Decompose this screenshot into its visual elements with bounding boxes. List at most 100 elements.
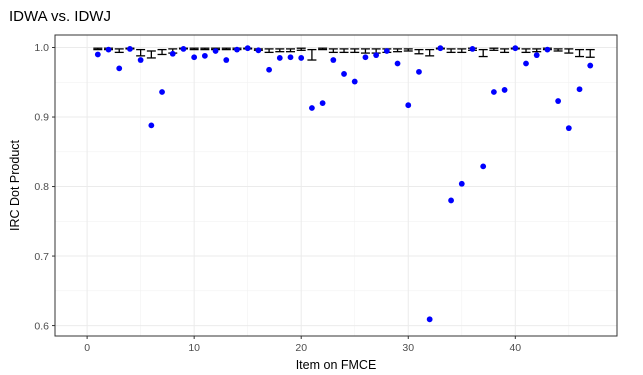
- errorbar: [393, 48, 403, 53]
- data-point: [469, 46, 476, 52]
- y-axis: 0.6 0.7 0.8 0.9 1.0: [34, 42, 55, 332]
- data-point: [533, 52, 540, 59]
- errorbar: [114, 48, 124, 54]
- data-point: [159, 89, 165, 95]
- x-tick-label: 20: [295, 342, 307, 354]
- errorbar: [446, 48, 456, 54]
- errorbar: [339, 48, 349, 54]
- data-point: [437, 45, 444, 52]
- errorbar: [221, 47, 231, 51]
- data-point: [565, 125, 572, 132]
- errorbar: [189, 47, 199, 51]
- errorbar: [553, 48, 563, 52]
- data-point: [351, 78, 358, 85]
- data-point: [94, 51, 101, 58]
- errorbar: [585, 48, 595, 58]
- errorbar: [360, 48, 370, 54]
- errorbar: [93, 47, 103, 51]
- data-point: [212, 48, 219, 54]
- data-point: [298, 55, 305, 61]
- data-point: [490, 89, 497, 95]
- y-tick-label: 1.0: [34, 42, 49, 54]
- errorbar: [521, 48, 531, 54]
- x-axis-title: Item on FMCE: [296, 358, 377, 372]
- errorbar: [136, 48, 146, 57]
- errorbar: [286, 48, 296, 53]
- x-tick-label: 10: [188, 342, 200, 354]
- errorbar: [425, 48, 435, 57]
- y-tick-label: 0.8: [34, 181, 49, 193]
- x-tick-label: 30: [402, 342, 414, 354]
- errorbar: [200, 47, 210, 51]
- data-point: [148, 122, 155, 129]
- data-point: [255, 47, 262, 54]
- data-point: [137, 57, 144, 63]
- errorbar: [350, 48, 360, 54]
- data-point: [319, 100, 326, 107]
- data-point: [169, 50, 176, 57]
- data-point: [448, 197, 454, 204]
- data-point: [287, 54, 294, 61]
- errorbar: [328, 48, 338, 54]
- errorbar: [318, 47, 328, 51]
- errorbar: [157, 48, 167, 56]
- errorbar: [489, 47, 499, 51]
- data-point: [576, 86, 583, 93]
- data-point: [362, 54, 369, 61]
- errorbar: [478, 48, 488, 58]
- errorbar: [414, 48, 424, 55]
- data-point: [523, 60, 529, 67]
- x-tick-label: 40: [509, 342, 521, 354]
- panel-background: [55, 35, 617, 336]
- data-point: [383, 48, 390, 54]
- y-tick-label: 0.6: [34, 320, 49, 332]
- data-point: [426, 316, 433, 323]
- y-tick-label: 0.9: [34, 112, 49, 124]
- x-tick-label: 0: [84, 342, 90, 354]
- errorbar: [457, 48, 467, 54]
- errorbar: [500, 48, 510, 54]
- data-point: [416, 68, 422, 75]
- y-axis-title: IRC Dot Product: [8, 139, 22, 231]
- errorbar: [532, 48, 542, 53]
- x-axis: 0 10 20 30 40: [84, 336, 521, 354]
- errorbar: [146, 50, 156, 59]
- panel-border: [54, 34, 618, 337]
- data-point: [330, 57, 337, 63]
- errorbar: [264, 48, 274, 54]
- errorbar: [403, 48, 413, 52]
- data-point: [105, 46, 112, 53]
- chart-title: IDWA vs. IDWJ: [9, 8, 111, 25]
- data-point: [201, 52, 208, 59]
- data-point: [501, 87, 508, 93]
- data-point: [544, 46, 551, 53]
- point-layer: [94, 45, 594, 323]
- data-point: [555, 98, 562, 104]
- data-point: [587, 62, 594, 69]
- data-point: [127, 46, 133, 52]
- data-point: [244, 45, 251, 52]
- data-point: [373, 52, 380, 59]
- errorbar: [564, 48, 574, 54]
- y-tick-label: 0.7: [34, 251, 49, 263]
- data-point: [405, 102, 412, 109]
- plot-panel: [54, 34, 618, 337]
- data-point: [394, 60, 401, 67]
- errorbar: [296, 47, 306, 51]
- data-point: [458, 180, 465, 187]
- data-point: [309, 105, 315, 111]
- data-point: [180, 46, 187, 52]
- data-point: [116, 65, 123, 72]
- errorbar: [307, 48, 317, 61]
- data-point: [276, 55, 283, 61]
- errorbar: [275, 48, 285, 53]
- data-point: [266, 66, 272, 73]
- data-point: [234, 46, 240, 53]
- data-point: [191, 54, 198, 61]
- data-point: [512, 45, 519, 52]
- data-point: [223, 57, 230, 63]
- grid-lines: [55, 35, 617, 336]
- data-point: [480, 163, 487, 170]
- errorbar: [575, 48, 585, 58]
